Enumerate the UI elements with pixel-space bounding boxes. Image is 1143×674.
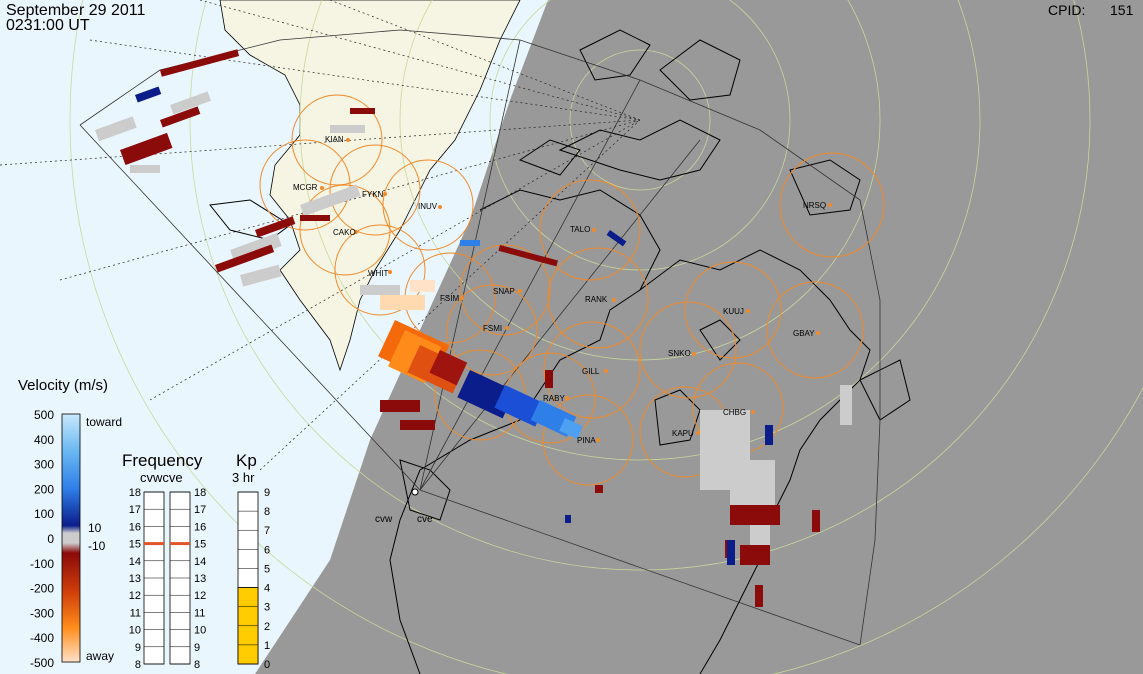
station-label-fsim: FSIM [440,294,459,303]
velocity-tick-label: 0 [47,532,54,546]
frequency-tick-label-cve: 10 [194,625,206,637]
frequency-marker-cvw [144,542,164,546]
frequency-tick-label-cve: 8 [194,659,200,671]
kp-tick-label: 5 [264,563,270,575]
kp-tick-label: 0 [264,659,270,671]
kp-ticks: 9 8 7 6 5 4 3 2 1 0 [238,487,270,671]
frequency-tick-label-cvw: 17 [129,504,141,516]
away-strong-vectors [378,280,468,394]
kp-tick-label: 3 [264,602,270,614]
frequency-tick-label-cvw: 18 [129,487,141,499]
frequency-tick-label-cve: 17 [194,504,206,516]
station-label-rank: RANK [585,295,608,304]
station-label-whit: WHIT [368,269,389,278]
frequency-tick-label-cvw: 15 [129,539,141,551]
kp-tick-label: 4 [264,583,270,595]
station-label-snap: SNAP [493,287,515,296]
station-label-pina: PINA [577,436,596,445]
kp-tick-label: 7 [264,525,270,537]
kp-tick-label: 9 [264,487,270,499]
frequency-subtitle: cvwcve [140,470,183,485]
cpid-value: 151 [1110,2,1134,18]
cpid-label: CPID: [1048,2,1086,18]
frequency-tick-label-cve: 14 [194,556,206,568]
kp-tick-label: 2 [264,621,270,633]
frequency-tick-label-cve: 18 [194,487,206,499]
velocity-tick-label: -500 [30,656,54,670]
station-fov-circles [259,94,885,486]
frequency-tick-label-cvw: 9 [135,642,141,654]
station-label-gbay: GBAY [793,329,815,338]
kp-subtitle: 3 hr [232,470,255,485]
station-label-nrsq: NRSQ [803,201,826,210]
frequency-ticks: 18 18 17 17 16 16 15 15 14 14 13 13 12 12 11 11 10 10 9 9 8 8 [129,487,207,671]
frequency-tick-label-cve: 11 [194,607,205,619]
frequency-tick-label-cvw: 13 [129,573,141,585]
velocity-tick-label: -400 [30,631,54,645]
frequency-tick-label-cvw: 14 [129,556,141,568]
radar-fov [79,29,881,646]
legend-panel: Velocity (m/s) 5004003002001000-100-200-… [18,377,270,671]
station-labels: KIAN MCGR FYKN INUV CAKO WHIT FSIM SNAP FSMI TALO… [293,135,826,445]
kp-tick-label: 6 [264,544,270,556]
frequency-tick-label-cvw: 11 [130,607,141,619]
kp-tick-label: 8 [264,506,270,518]
radar-label-cvw: cvw [375,514,393,525]
night-terminator-region [255,0,1143,674]
velocity-tick-label: 100 [34,507,54,521]
station-label-fsmi: FSMI [483,324,502,333]
velocity-tick-label: 500 [34,408,54,422]
coastlines [209,29,911,674]
velocity-tick-label: 300 [34,458,54,472]
station-label-gill: GILL [582,367,600,376]
frequency-tick-label-cvw: 16 [129,521,141,533]
station-label-inuv: INUV [418,202,438,211]
frequency-tick-label-cve: 16 [194,521,206,533]
station-label-cako: CAKO [333,228,356,237]
station-label-kapu: KAPU [672,429,694,438]
velocity-colorbar [61,413,81,663]
frequency-tick-label-cvw: 8 [135,659,141,671]
velocity-title: Velocity (m/s) [18,377,108,394]
velocity-neg-threshold: -10 [88,539,106,553]
station-label-snko: SNKO [668,349,691,358]
station-label-kian: KIAN [325,135,344,144]
velocity-pos-threshold: 10 [88,521,102,535]
station-markers [320,138,832,442]
velocity-toward-label: toward [86,415,122,429]
frequency-tick-label-cve: 9 [194,642,200,654]
velocity-tick-label: -200 [30,582,54,596]
velocity-tick-label: 200 [34,482,54,496]
frequency-marker-cve [170,542,190,546]
velocity-tick-label: -300 [30,606,54,620]
station-label-fykn: FYKN [362,190,384,199]
velocity-tick-label: -100 [30,557,54,571]
frequency-tick-label-cvw: 12 [129,590,141,602]
time-label: 0231:00 UT [6,17,90,34]
station-label-raby: RABY [543,394,565,403]
frequency-tick-label-cve: 15 [194,539,206,551]
station-label-talo: TALO [570,225,590,234]
kp-title: Kp [236,451,257,470]
station-label-chbg: CHBG [723,408,746,417]
station-label-kuuj: KUUJ [723,307,744,316]
station-label-mcgr: MCGR [293,183,318,192]
velocity-away-label: away [86,649,114,663]
frequency-title: Frequency [122,451,203,470]
frequency-tick-label-cve: 13 [194,573,206,585]
date-label: September 29 2011 [6,2,146,19]
frequency-tick-label-cvw: 10 [129,625,141,637]
velocity-ticks: 500 400 300 200 100 0 -100 -200 -300 -400 -500 [30,408,54,670]
radar-label-cve: cve [417,514,433,525]
toward-velocity-vectors [135,86,773,565]
radar-site-marker [411,488,419,496]
velocity-tick-label: 400 [34,433,54,447]
away-velocity-vectors [120,49,820,607]
kp-tick-label: 1 [264,640,270,652]
frequency-tick-label-cve: 12 [194,590,206,602]
